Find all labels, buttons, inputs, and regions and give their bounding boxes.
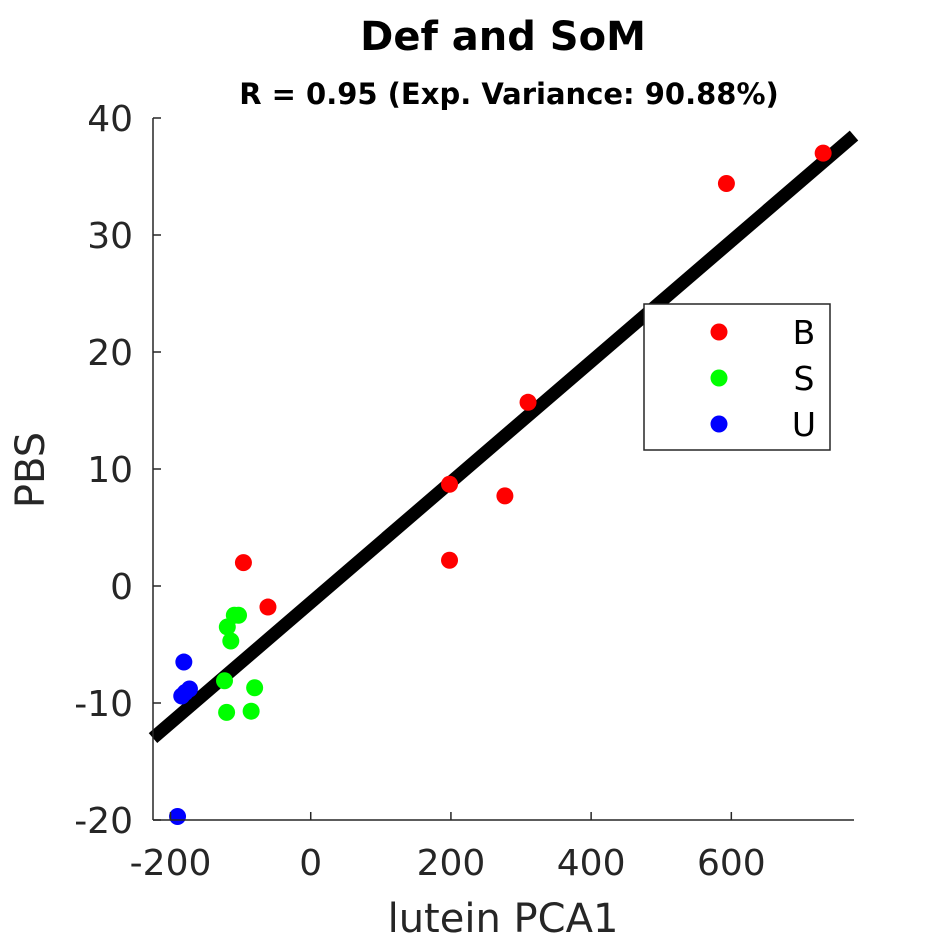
y-axis-label: PBS [8, 432, 54, 508]
y-tick-label: 20 [87, 333, 133, 374]
data-point-s [222, 632, 240, 650]
legend: BSU [643, 303, 831, 451]
x-axis-label: lutein PCA1 [388, 896, 619, 942]
data-points-layer [169, 144, 832, 825]
x-tick-label: 0 [299, 843, 322, 884]
legend-marker-u [710, 415, 728, 433]
y-tick-label: 0 [110, 567, 133, 608]
data-point-s [218, 618, 236, 636]
data-point-b [441, 475, 459, 493]
data-point-s [218, 703, 236, 721]
x-tick-label: 600 [697, 843, 766, 884]
legend-marker-b [710, 323, 728, 341]
axes: -200 0 200 400 600 -20 -10 0 10 20 30 40 [74, 99, 854, 884]
data-point-b [441, 551, 459, 569]
legend-box [643, 303, 831, 451]
data-point-b [259, 598, 277, 616]
x-tick-label: 400 [557, 843, 626, 884]
data-point-b [814, 144, 832, 162]
data-point-u [176, 683, 194, 701]
y-tick-label: -20 [74, 801, 133, 842]
legend-label-s: S [794, 359, 815, 398]
data-point-u [175, 653, 193, 671]
data-point-b [234, 554, 252, 572]
data-point-s [230, 606, 248, 624]
y-tick-label: 10 [87, 450, 133, 491]
data-point-s [216, 672, 234, 690]
data-point-b [496, 487, 514, 505]
x-tick-label: 200 [417, 843, 486, 884]
data-point-s [242, 702, 260, 720]
y-tick-label: -10 [74, 684, 133, 725]
chart-subtitle: R = 0.95 (Exp. Variance: 90.88%) [239, 77, 779, 111]
data-point-s [246, 679, 264, 697]
x-tick-label: -200 [130, 843, 212, 884]
legend-label-b: B [793, 313, 816, 352]
data-point-b [717, 175, 735, 193]
data-point-u [169, 807, 187, 825]
y-tick-label: 30 [87, 216, 133, 257]
legend-label-u: U [792, 405, 816, 444]
y-tick-label: 40 [87, 99, 133, 140]
chart-title: Def and SoM [360, 14, 646, 60]
data-point-b [519, 393, 537, 411]
fit-line-layer [148, 130, 859, 744]
fit-line [148, 130, 859, 744]
legend-marker-s [710, 369, 728, 387]
